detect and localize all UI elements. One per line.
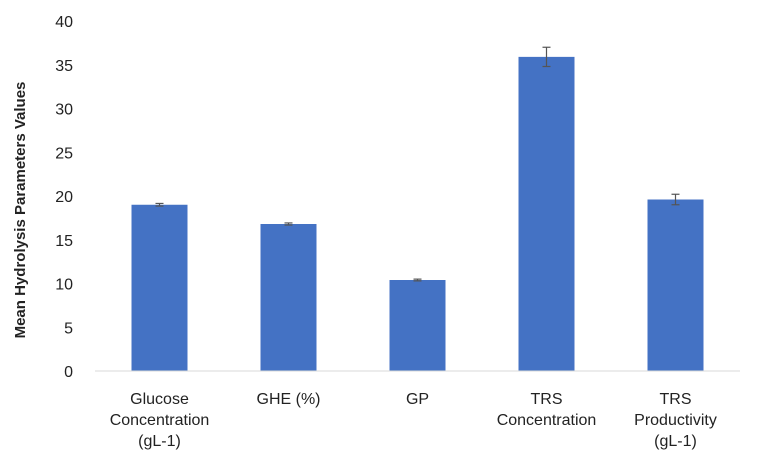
y-tick-label: 35 — [55, 58, 73, 75]
y-tick-label: 5 — [64, 320, 73, 337]
y-tick-label: 40 — [55, 14, 73, 31]
x-category-label: Productivity — [634, 412, 717, 429]
error-bars — [155, 46, 680, 282]
x-category-label: (gL-1) — [138, 433, 181, 450]
bars — [131, 56, 704, 371]
y-tick-label: 30 — [55, 102, 73, 119]
x-category-label: Concentration — [497, 412, 597, 429]
x-category-label: TRS — [531, 391, 563, 408]
y-tick-label: 20 — [55, 189, 73, 206]
bar — [389, 280, 446, 371]
bar — [260, 224, 317, 371]
y-tick-label: 15 — [55, 233, 73, 250]
error-bar — [413, 278, 422, 282]
y-axis-label: Mean Hydrolysis Parameters Values — [12, 82, 29, 339]
y-tick-label: 10 — [55, 277, 73, 294]
error-bar — [155, 202, 164, 207]
x-category-label: Concentration — [110, 412, 210, 429]
error-bar — [542, 46, 551, 68]
x-category-label: TRS — [660, 391, 692, 408]
bar — [131, 204, 188, 371]
x-category-label: (gL-1) — [654, 433, 697, 450]
bar — [518, 56, 575, 371]
bar — [647, 199, 704, 371]
x-category-label: Glucose — [130, 391, 189, 408]
y-axis-ticks: 0 5 10 15 20 25 30 35 40 — [55, 14, 73, 381]
x-axis-category-labels: Glucose Concentration (gL-1) GHE (%) GP TRS Co… — [110, 391, 717, 450]
x-category-label: GHE (%) — [257, 391, 321, 408]
x-category-label: GP — [406, 391, 429, 408]
error-bar — [671, 193, 680, 206]
error-bar — [284, 222, 293, 226]
y-tick-label: 0 — [64, 364, 73, 381]
y-tick-label: 25 — [55, 145, 73, 162]
